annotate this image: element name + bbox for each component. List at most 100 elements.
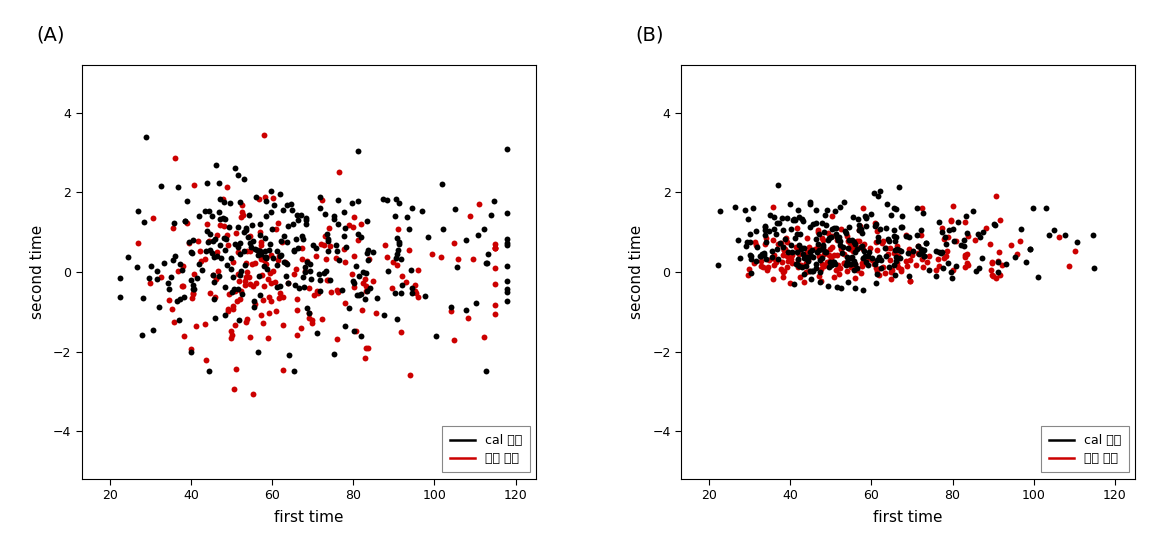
Point [855, 258, 874, 267]
Point [710, 207, 729, 215]
Point [1049, 233, 1068, 242]
Point [241, 232, 260, 241]
Point [957, 259, 976, 268]
Point [798, 233, 817, 242]
Point [901, 276, 920, 285]
Point [463, 255, 482, 263]
Point [498, 261, 517, 270]
Point [374, 311, 393, 320]
Point [207, 248, 226, 256]
Point [211, 208, 229, 217]
Point [827, 230, 846, 238]
Point [801, 274, 820, 283]
Point [854, 246, 873, 255]
Point [885, 261, 903, 269]
Point [137, 133, 156, 141]
Point [228, 170, 247, 179]
Point [202, 212, 221, 220]
Point [885, 232, 903, 241]
Point [867, 220, 886, 229]
Point [827, 283, 846, 292]
Point [814, 249, 833, 258]
Point [886, 246, 904, 255]
Point [819, 229, 838, 238]
Point [256, 253, 275, 262]
Point [803, 246, 821, 255]
Point [848, 266, 867, 275]
Point [256, 253, 275, 262]
Point [328, 285, 346, 294]
Point [840, 259, 859, 268]
Point [139, 274, 158, 282]
Point [215, 221, 234, 230]
Point [392, 271, 411, 280]
Point [825, 259, 844, 268]
Point [842, 263, 861, 271]
Point [855, 255, 874, 263]
Point [456, 235, 475, 244]
Point [292, 243, 311, 252]
Point [849, 221, 868, 230]
Point [769, 255, 787, 264]
Point [955, 236, 973, 245]
Point [252, 255, 270, 263]
Point [215, 283, 234, 292]
Point [787, 224, 806, 233]
Point [879, 250, 897, 258]
Point [929, 217, 948, 226]
Point [347, 290, 366, 299]
Point [133, 294, 152, 302]
Point [830, 260, 848, 269]
Point [329, 287, 347, 296]
Point [799, 256, 818, 265]
Point [171, 295, 190, 304]
Point [833, 249, 852, 258]
Point [935, 235, 954, 244]
Point [179, 239, 198, 248]
Point [346, 262, 365, 270]
Point [415, 292, 434, 300]
Point [854, 286, 873, 294]
Point [364, 276, 383, 285]
Point [872, 256, 890, 264]
Point [791, 245, 810, 254]
Point [297, 257, 316, 265]
Point [819, 281, 838, 290]
Point [229, 222, 248, 231]
Point [935, 254, 954, 262]
Point [349, 230, 367, 239]
Point [274, 366, 292, 375]
Point [226, 240, 245, 249]
Point [746, 257, 765, 265]
Point [336, 299, 355, 307]
Point [266, 278, 284, 287]
Point [830, 263, 848, 272]
Point [782, 241, 800, 250]
Point [773, 251, 792, 260]
Point [831, 202, 849, 211]
Point [997, 259, 1016, 268]
Point [242, 259, 261, 268]
Point [268, 256, 287, 264]
Point [917, 239, 936, 248]
Point [1067, 238, 1086, 246]
Point [798, 256, 817, 264]
Point [913, 254, 931, 263]
Point [811, 277, 830, 286]
Point [448, 255, 467, 264]
Point [422, 249, 441, 258]
Point [868, 233, 887, 242]
Point [166, 154, 185, 163]
Point [810, 245, 828, 254]
Point [247, 279, 266, 288]
Point [397, 277, 415, 286]
Point [856, 252, 875, 261]
Point [352, 306, 371, 314]
Point [845, 257, 863, 266]
Point [839, 237, 858, 245]
Text: (B): (B) [635, 26, 665, 45]
Point [406, 281, 425, 290]
Point [807, 206, 826, 214]
Point [261, 250, 280, 259]
Point [278, 279, 297, 287]
